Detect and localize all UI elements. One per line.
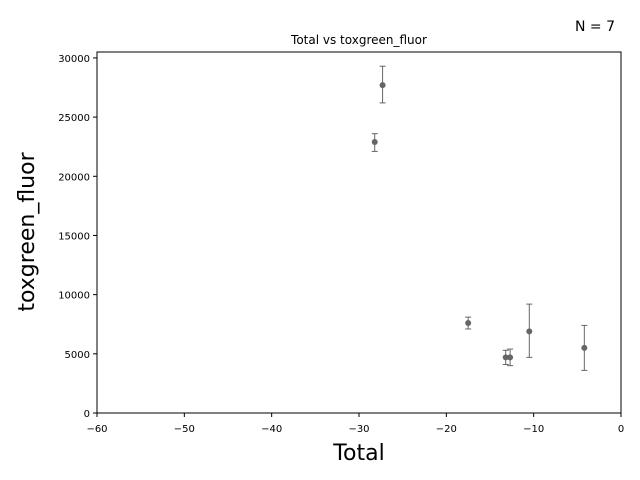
plot-area-frame (96, 51, 622, 414)
data-point (465, 320, 472, 327)
y-axis-label: toxgreen_fluor (15, 151, 40, 311)
y-tick-label: 10000 (58, 291, 90, 302)
data-point (507, 354, 514, 361)
data-marks (371, 65, 588, 371)
x-tick-label: −30 (348, 424, 369, 435)
x-tick-label: 0 (618, 424, 624, 435)
data-point (379, 82, 386, 89)
y-axis-ticks: 0 5000 10000 15000 20000 25000 30000 (58, 54, 97, 420)
x-axis-ticks: −60 −50 −40 −30 −20 −10 0 (86, 413, 624, 435)
data-point (526, 328, 533, 335)
sample-size-annotation: N = 7 (575, 19, 615, 35)
x-axis-label: Total (332, 441, 384, 466)
y-tick-label: 30000 (58, 54, 90, 65)
y-tick-label: 5000 (65, 350, 90, 361)
y-tick-label: 20000 (58, 172, 90, 183)
x-tick-label: −60 (86, 424, 107, 435)
data-point (581, 344, 588, 351)
y-tick-label: 25000 (58, 113, 90, 124)
x-tick-label: −50 (174, 424, 195, 435)
x-tick-label: −40 (261, 424, 282, 435)
x-tick-label: −10 (523, 424, 544, 435)
y-tick-label: 15000 (58, 231, 90, 242)
data-point (502, 354, 509, 361)
x-tick-label: −20 (436, 424, 457, 435)
chart-title: Total vs toxgreen_fluor (290, 33, 427, 47)
data-point (371, 138, 378, 145)
y-tick-label: 0 (84, 409, 90, 420)
